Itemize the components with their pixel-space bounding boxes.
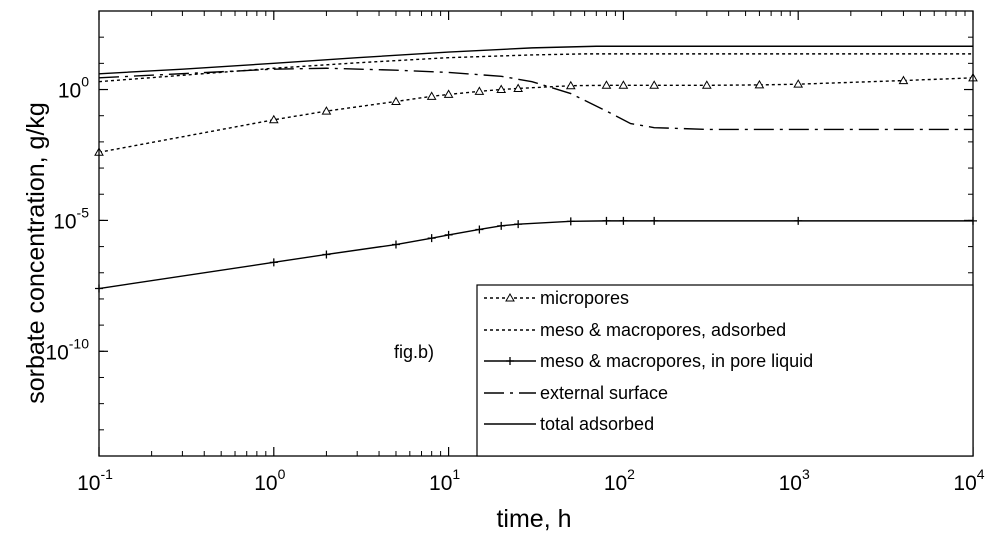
legend-label: micropores: [540, 288, 629, 308]
x-tick-label: 103: [779, 466, 810, 495]
y-axis-label: sorbate concentration, g/kg: [22, 102, 50, 404]
x-tick-label: 104: [953, 466, 984, 495]
x-tick-label: 102: [604, 466, 635, 495]
y-tick-label: 100: [58, 74, 89, 103]
legend-label: external surface: [540, 383, 668, 403]
legend-label: meso & macropores, adsorbed: [540, 320, 786, 340]
legend: micropores meso & macropores, adsorbed mes…: [477, 285, 973, 456]
y-tick-label: 10-10: [45, 335, 89, 364]
x-tick-label: 101: [429, 466, 460, 495]
x-axis-label: time, h: [496, 505, 571, 533]
y-tick-label: 10-5: [53, 204, 89, 233]
legend-label: meso & macropores, in pore liquid: [540, 351, 813, 371]
legend-label: total adsorbed: [540, 414, 654, 434]
x-tick-label: 10-1: [77, 466, 113, 495]
x-tick-label: 100: [254, 466, 285, 495]
figure-annotation: fig.b): [394, 342, 434, 362]
